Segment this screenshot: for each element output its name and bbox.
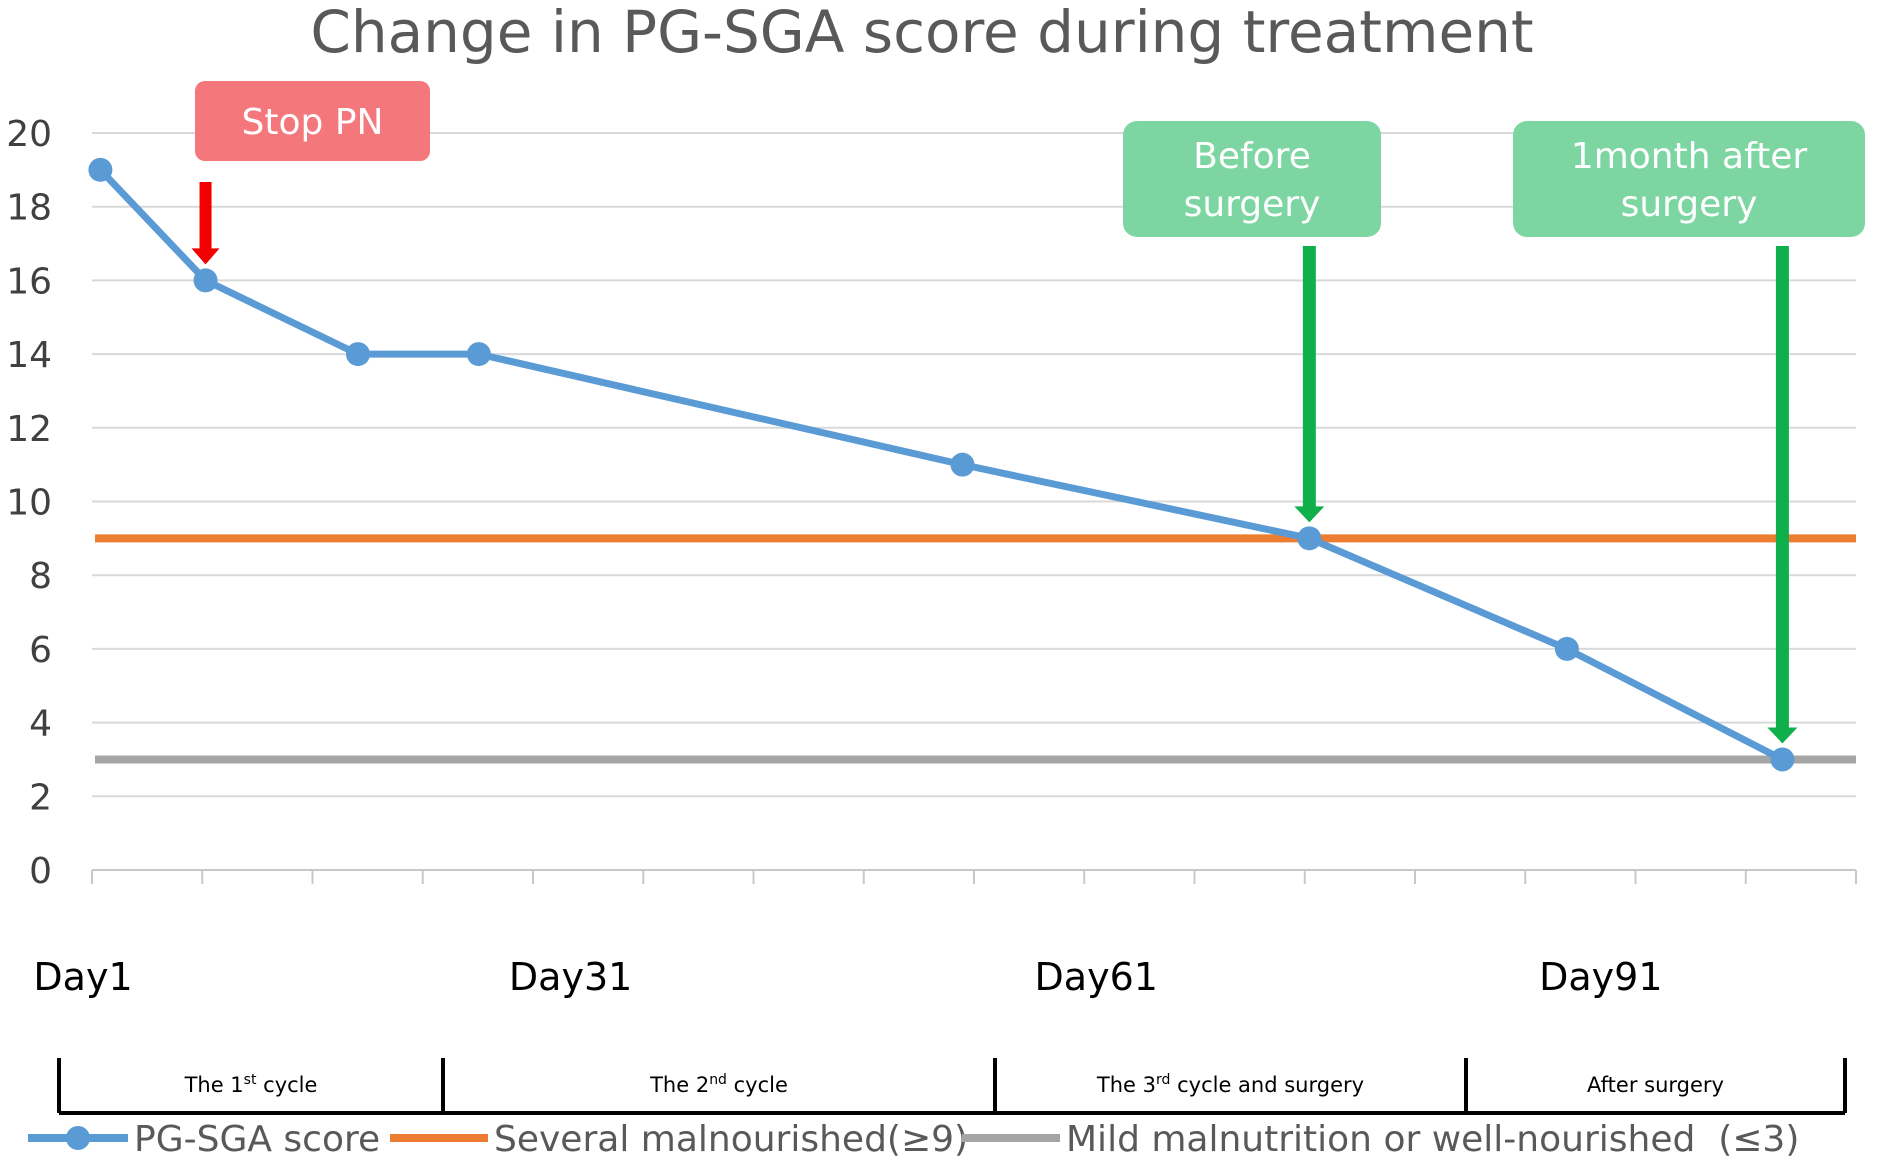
phase-label-sup: st [244, 1072, 257, 1088]
x-axis-label: Day61 [1035, 955, 1158, 999]
legend-item: Mild malnutrition or well-nourished (≤3) [962, 1119, 1799, 1160]
y-tick-label: 20 [6, 114, 52, 155]
annotation-label: Stop PN [242, 102, 384, 143]
annotations: Stop PN Before surgery 1month after surgery [191, 81, 1865, 744]
data-point [1554, 636, 1579, 661]
legend-item: Several malnourished(≥9) [390, 1119, 968, 1160]
phase-label-text: The 3 [1096, 1073, 1156, 1097]
phase-label-text: After surgery [1587, 1073, 1724, 1097]
annotation: Stop PN [191, 81, 430, 265]
annotation-box [1123, 121, 1381, 237]
annotation-box [195, 81, 430, 161]
phase-label-sup: nd [709, 1072, 727, 1088]
x-axis-label: Day91 [1539, 955, 1662, 999]
y-tick-label: 14 [6, 335, 52, 376]
data-point [1770, 747, 1795, 772]
y-tick-label: 18 [6, 188, 52, 229]
phase-label: The 3rd cycle and surgery [1096, 1072, 1364, 1097]
y-tick-label: 16 [6, 261, 52, 302]
annotation-box [1513, 121, 1865, 237]
series-layer [88, 157, 1795, 772]
phase-label-suffix: cycle and surgery [1170, 1073, 1364, 1097]
data-point [193, 268, 218, 293]
x-axis-label: Day1 [33, 955, 132, 999]
y-tick-label: 8 [29, 556, 52, 597]
phase-label: The 2nd cycle [649, 1072, 788, 1097]
phase-label-text: The 2 [649, 1073, 709, 1097]
annotation-arrowhead [1294, 506, 1325, 523]
y-tick-label: 10 [6, 483, 52, 524]
phase-label: After surgery [1587, 1073, 1724, 1097]
annotation-label: Before [1193, 136, 1311, 177]
legend-label: Mild malnutrition or well-nourished (≤3) [1066, 1119, 1799, 1160]
annotation-label: 1month after [1571, 136, 1808, 177]
data-point [1297, 526, 1322, 551]
phase-label-suffix: cycle [256, 1073, 317, 1097]
phase-label-sup: rd [1156, 1072, 1170, 1088]
legend-item: PG-SGA score [28, 1119, 380, 1160]
y-tick-label: 6 [29, 630, 52, 671]
data-point [345, 342, 370, 367]
annotation-arrowhead [1767, 727, 1798, 744]
data-point [950, 452, 975, 477]
phase-label-suffix: cycle [727, 1073, 788, 1097]
phase-label-text: The 1 [184, 1073, 244, 1097]
reference-lines [95, 534, 1856, 764]
data-point [466, 342, 491, 367]
annotation-label: surgery [1184, 184, 1321, 225]
legend: PG-SGA score Several malnourished(≥9) Mild… [28, 1119, 1799, 1160]
y-tick-label: 2 [29, 777, 52, 818]
annotation-label: surgery [1621, 184, 1758, 225]
series-line [97, 167, 1785, 763]
legend-label: PG-SGA score [134, 1119, 380, 1160]
legend-marker [66, 1126, 90, 1150]
phase-timeline: The 1st cycle The 2nd cycle The 3rd cycle … [57, 1058, 1847, 1115]
phase-label: The 1st cycle [184, 1072, 318, 1097]
x-axis-label: Day31 [509, 955, 632, 999]
data-point [88, 157, 113, 182]
legend-label: Several malnourished(≥9) [494, 1119, 968, 1160]
annotation: Before surgery [1123, 121, 1381, 523]
chart-title: Change in PG-SGA score during treatment [310, 0, 1533, 66]
annotation-arrowhead [191, 248, 220, 265]
y-tick-label: 0 [29, 851, 52, 892]
x-axis-labels: Day1 Day31 Day61 Day91 [33, 955, 1662, 999]
y-tick-label: 12 [6, 409, 52, 450]
y-tick-label: 4 [29, 704, 52, 745]
annotation: 1month after surgery [1513, 121, 1865, 744]
